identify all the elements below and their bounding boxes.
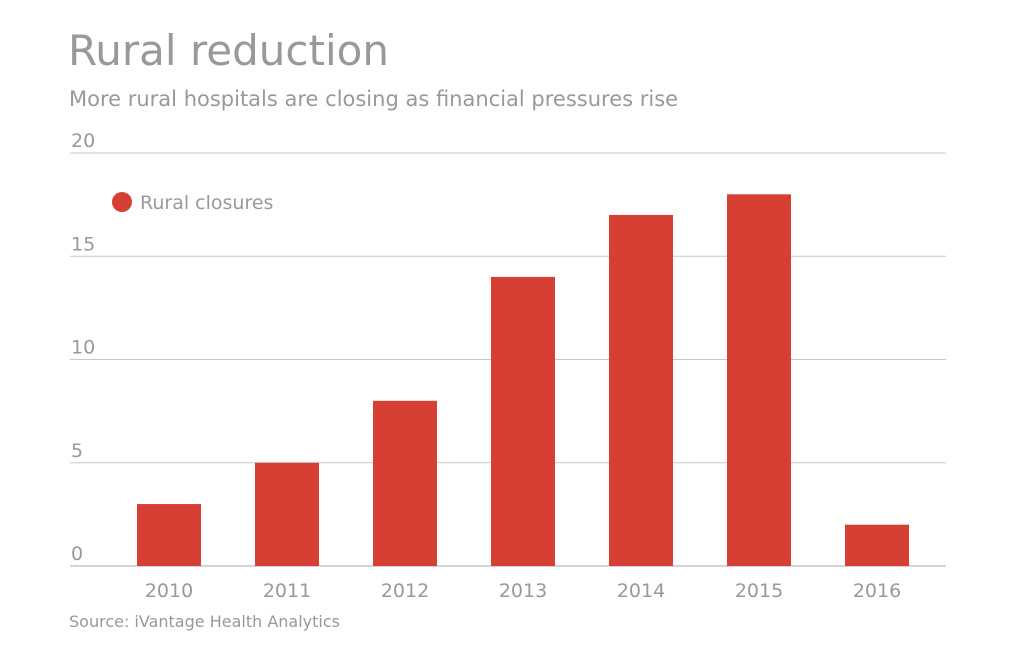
x-tick-label: 2014 (617, 580, 665, 602)
x-tick-label: 2016 (853, 580, 901, 602)
bar-2013 (491, 276, 555, 566)
legend-marker (112, 192, 132, 212)
bar-2012 (373, 400, 437, 566)
x-tick-label: 2015 (735, 580, 783, 602)
x-tick-label: 2010 (145, 580, 193, 602)
y-tick-label: 0 (71, 543, 83, 565)
bar-2015 (727, 194, 791, 567)
x-tick-label: 2011 (263, 580, 311, 602)
bar-2014 (609, 214, 673, 566)
chart-title: Rural reduction (68, 26, 389, 75)
bar-2010 (137, 504, 201, 566)
chart-subtitle: More rural hospitals are closing as fina… (69, 87, 679, 111)
bar-2016 (845, 524, 909, 566)
chart-source: Source: iVantage Health Analytics (69, 612, 340, 631)
y-tick-label: 5 (71, 440, 83, 462)
y-tick-label: 15 (71, 233, 95, 255)
x-tick-label: 2012 (381, 580, 429, 602)
bar-2011 (255, 462, 319, 566)
legend-label: Rural closures (140, 192, 273, 214)
x-tick-label: 2013 (499, 580, 547, 602)
y-tick-label: 20 (71, 130, 95, 152)
y-tick-label: 10 (71, 337, 95, 359)
